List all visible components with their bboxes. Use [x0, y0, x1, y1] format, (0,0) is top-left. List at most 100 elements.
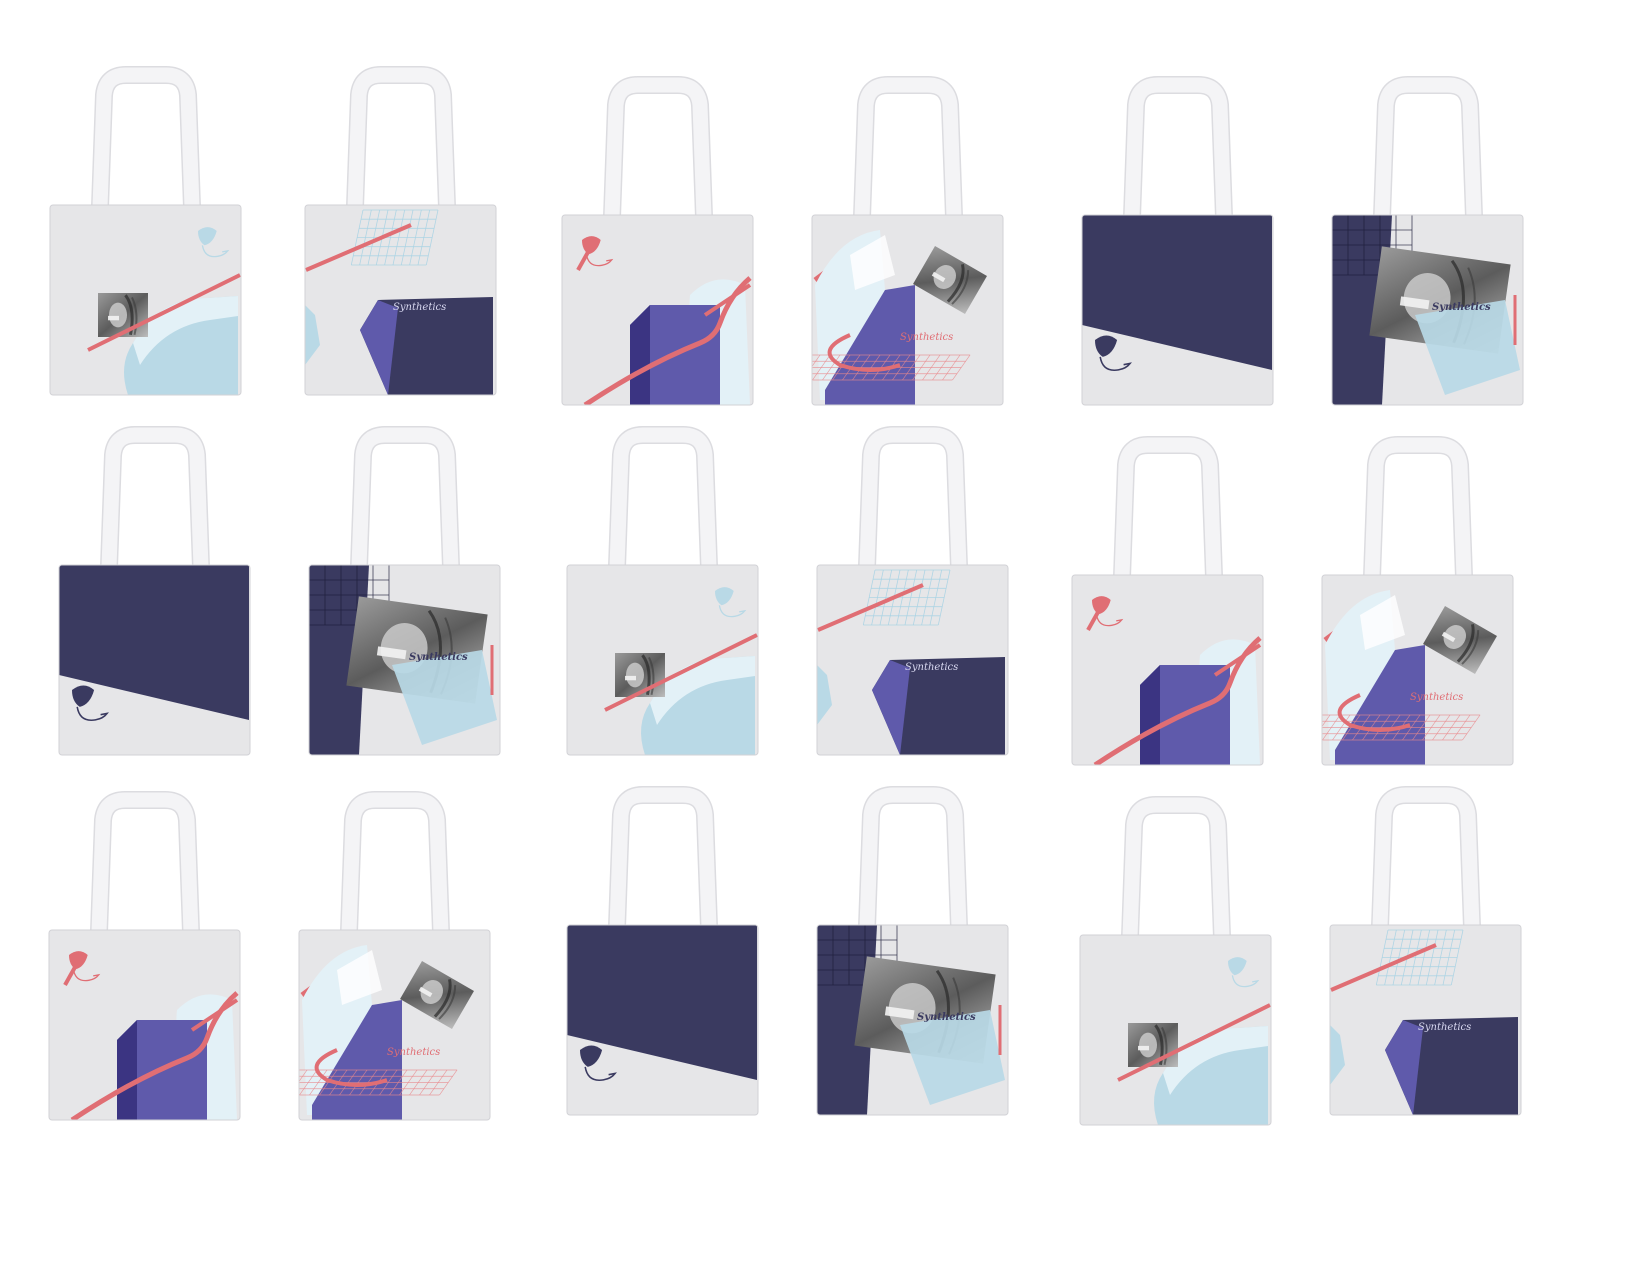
brand-label: Synthetics — [905, 662, 958, 673]
navy-block — [1082, 215, 1272, 370]
brand-label: Synthetics — [1418, 1022, 1471, 1033]
ice-shape — [817, 665, 832, 725]
ice-shape — [392, 650, 497, 745]
navy-block — [1332, 215, 1392, 405]
tote-bag-illustration: Synthetics — [816, 426, 1009, 756]
ice-shape — [305, 305, 320, 365]
grid-pattern — [862, 569, 951, 626]
grid-pattern — [1322, 714, 1481, 741]
bag-handle — [100, 426, 210, 568]
photo-collage — [1423, 605, 1497, 675]
coral-ribbon — [70, 991, 239, 1120]
tote-bag-illustration — [561, 76, 754, 406]
brand-label: Synthetics — [393, 302, 446, 313]
coral-bar — [604, 633, 758, 712]
bag-handle — [1121, 796, 1231, 938]
bag-handle — [346, 66, 456, 208]
bag-handle — [1371, 786, 1481, 928]
tote-bag-9 — [565, 426, 760, 775]
bag-handle — [90, 791, 200, 933]
tote-bag-14: Synthetics — [297, 791, 492, 1140]
tote-bag-illustration: Synthetics — [298, 791, 491, 1121]
ice-shape — [1330, 1025, 1345, 1085]
tote-bag-illustration — [48, 791, 241, 1121]
coral-bar — [1117, 1003, 1271, 1082]
bag-handle — [1363, 436, 1473, 578]
tote-bag-illustration: Synthetics — [811, 76, 1004, 406]
tote-bag-illustration: Synthetics — [1321, 436, 1514, 766]
tote-bag-illustration — [1071, 436, 1264, 766]
tote-bag-10: Synthetics — [815, 426, 1010, 775]
tote-bag-illustration — [566, 786, 759, 1116]
tongue-glyph — [72, 685, 109, 722]
tongue-glyph — [580, 1045, 617, 1082]
navy-block — [309, 565, 369, 755]
brand-label: Synthetics — [900, 332, 953, 343]
bag-handle — [1113, 436, 1223, 578]
coral-bar — [576, 244, 594, 271]
navy-block — [567, 925, 757, 1080]
tote-bag-illustration: Synthetics — [1329, 786, 1522, 1116]
navy-block — [59, 565, 249, 720]
bag-handle — [603, 76, 713, 218]
bag-handle — [608, 786, 718, 928]
bag-handle — [1123, 76, 1233, 218]
tote-bag-3 — [560, 76, 755, 425]
tote-bag-illustration — [49, 66, 242, 396]
tote-bag-6: Synthetics — [1330, 76, 1525, 425]
tote-bag-12: Synthetics — [1320, 436, 1515, 785]
tote-bag-illustration: Synthetics — [308, 426, 501, 756]
tote-bag-5 — [1080, 76, 1275, 425]
brand-label: Synthetics — [409, 652, 468, 663]
bag-handle — [858, 426, 968, 568]
bag-handle — [91, 66, 201, 208]
ice-shape — [1415, 300, 1520, 395]
tote-bag-1 — [48, 66, 243, 415]
brand-label: Synthetics — [917, 1012, 976, 1023]
tote-bag-illustration — [58, 426, 251, 756]
tongue-glyph — [1095, 335, 1132, 372]
photo-collage — [400, 960, 474, 1030]
bag-handle — [858, 786, 968, 928]
grid-pattern — [812, 354, 971, 381]
violet-block — [825, 285, 915, 405]
bag-handle — [608, 426, 718, 568]
grid-pattern — [1375, 929, 1464, 986]
tote-bag-16: Synthetics — [815, 786, 1010, 1135]
coral-bar — [305, 223, 412, 272]
navy-block — [817, 925, 877, 1115]
tongue-glyph — [1228, 957, 1260, 988]
grid-pattern — [350, 209, 439, 266]
violet-block — [1335, 645, 1425, 765]
ice-shape — [900, 1010, 1005, 1105]
tote-bag-illustration — [1079, 796, 1272, 1126]
tote-bag-15 — [565, 786, 760, 1135]
tote-bag-18: Synthetics — [1328, 786, 1523, 1135]
tote-bag-illustration: Synthetics — [816, 786, 1009, 1116]
coral-ribbon — [583, 276, 752, 405]
tote-bag-illustration — [1081, 76, 1274, 406]
bag-handle — [853, 76, 963, 218]
coral-bar — [817, 583, 924, 632]
tote-bag-illustration — [566, 426, 759, 756]
coral-bar — [63, 959, 81, 986]
tote-bag-17 — [1078, 796, 1273, 1145]
tote-bag-illustration: Synthetics — [1331, 76, 1524, 406]
bag-handle — [350, 426, 460, 568]
tote-bag-4: Synthetics — [810, 76, 1005, 425]
violet-block — [312, 1000, 402, 1120]
tote-bag-8: Synthetics — [307, 426, 502, 775]
brand-label: Synthetics — [1432, 302, 1491, 313]
tongue-glyph — [715, 587, 747, 618]
tote-bag-11 — [1070, 436, 1265, 785]
tongue-glyph — [198, 227, 230, 258]
bag-handle — [340, 791, 450, 933]
photo-collage — [615, 653, 665, 697]
coral-bar — [1086, 604, 1104, 631]
coral-ribbon — [827, 333, 901, 372]
bag-handle — [1373, 76, 1483, 218]
photo-collage — [98, 293, 148, 337]
tote-bag-illustration: Synthetics — [304, 66, 497, 396]
coral-ribbon — [1093, 636, 1262, 765]
